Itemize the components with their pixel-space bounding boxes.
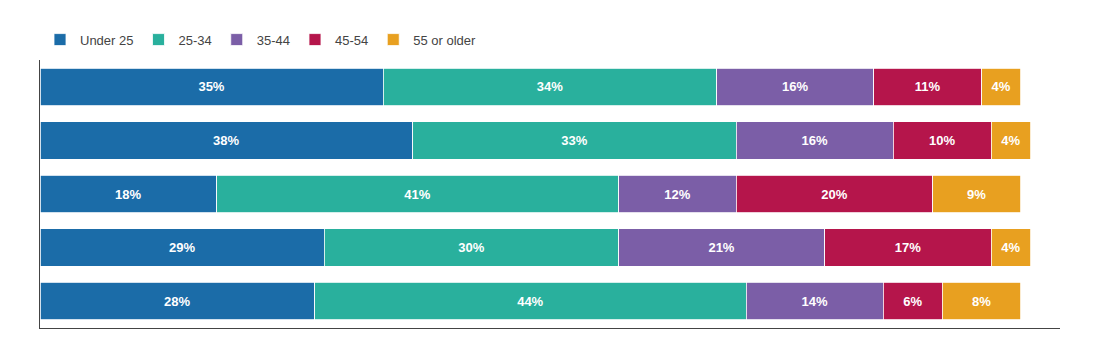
svg-text:35-44: 35-44 [257, 33, 290, 48]
svg-text:30%: 30% [458, 240, 484, 255]
svg-text:9%: 9% [967, 187, 986, 202]
svg-text:55 or older: 55 or older [413, 33, 476, 48]
svg-text:29%: 29% [169, 240, 195, 255]
svg-text:38%: 38% [213, 133, 239, 148]
svg-text:14%: 14% [802, 294, 828, 309]
svg-text:25-34: 25-34 [178, 33, 211, 48]
svg-text:4%: 4% [1001, 240, 1020, 255]
svg-text:34%: 34% [537, 79, 563, 94]
svg-text:45-54: 45-54 [335, 33, 368, 48]
svg-text:8%: 8% [972, 294, 991, 309]
svg-text:16%: 16% [782, 79, 808, 94]
svg-text:35%: 35% [198, 79, 224, 94]
svg-text:18%: 18% [115, 187, 141, 202]
svg-text:4%: 4% [992, 79, 1011, 94]
svg-text:20%: 20% [821, 187, 847, 202]
svg-text:17%: 17% [895, 240, 921, 255]
svg-text:Under 25: Under 25 [80, 33, 133, 48]
svg-text:6%: 6% [903, 294, 922, 309]
svg-text:41%: 41% [404, 187, 430, 202]
svg-text:12%: 12% [664, 187, 690, 202]
svg-text:4%: 4% [1001, 133, 1020, 148]
svg-text:28%: 28% [164, 294, 190, 309]
svg-text:33%: 33% [561, 133, 587, 148]
svg-text:44%: 44% [517, 294, 543, 309]
svg-text:21%: 21% [708, 240, 734, 255]
svg-text:10%: 10% [929, 133, 955, 148]
svg-text:16%: 16% [802, 133, 828, 148]
svg-text:11%: 11% [915, 79, 941, 94]
